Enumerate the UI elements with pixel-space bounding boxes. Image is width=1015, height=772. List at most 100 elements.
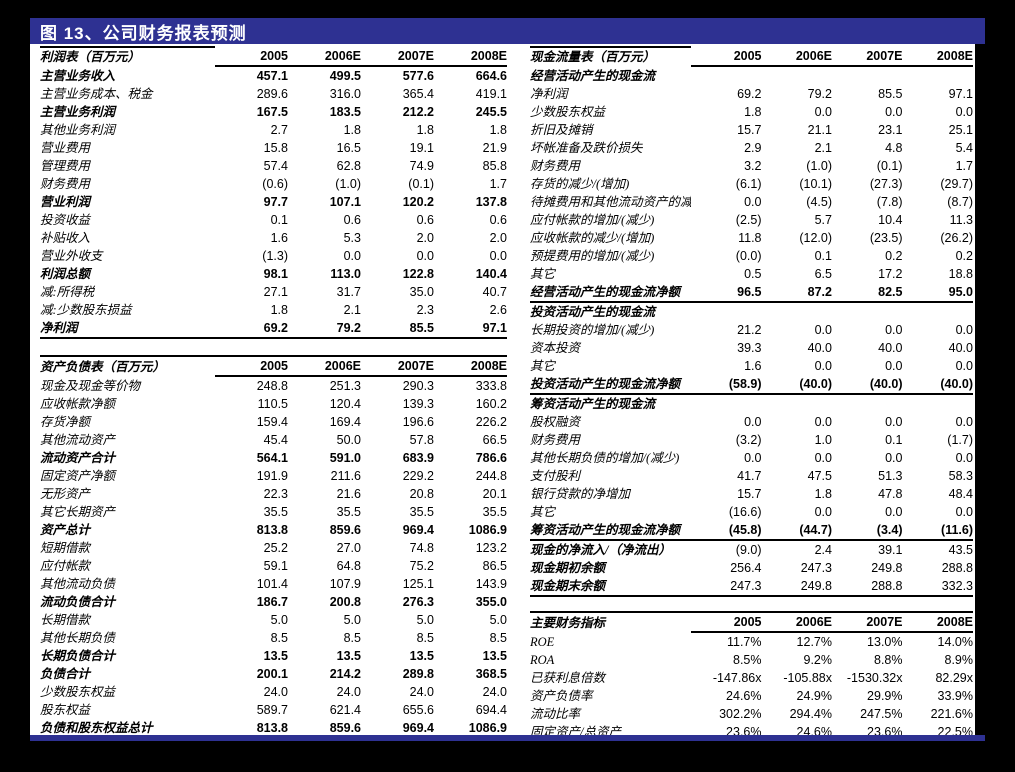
table-row: 待摊费用和其他流动资产的减少 0.0 (4.5) (7.8) (8.7): [530, 193, 973, 211]
cell-value: 859.6: [329, 523, 361, 537]
cell-value: 97.1: [434, 319, 507, 339]
cell-value: 15.7: [737, 487, 762, 501]
cell-value: 0.0: [814, 359, 832, 373]
figure-title-bar: 图 13、公司财务报表预测: [30, 18, 985, 44]
cell-value: 0.1: [270, 213, 288, 227]
cell-value: (29.7): [940, 177, 973, 191]
cell-value: 196.6: [402, 415, 434, 429]
cell-value: 1.8: [744, 105, 762, 119]
table-row: 财务费用 3.2 (1.0) (0.1) 1.7: [530, 157, 973, 175]
cell-value: 40.0: [878, 341, 903, 355]
cell-value: 249.8: [871, 561, 903, 575]
table-row: 现金及现金等价物 248.8 251.3 290.3 333.8: [40, 376, 507, 395]
row-label: 投资活动产生的现金流: [530, 305, 656, 319]
table-row: 长期投资的增加/(减少) 21.2 0.0 0.0 0.0: [530, 321, 973, 339]
table-row: 其它 (16.6) 0.0 0.0 0.0: [530, 503, 973, 521]
cell-value: 247.3: [800, 561, 832, 575]
cell-value: 859.6: [288, 719, 361, 739]
cell-value: 186.7: [256, 595, 288, 609]
cell-value: 365.4: [402, 87, 434, 101]
cell-value: (1.0): [806, 159, 832, 173]
cell-value: 251.3: [329, 379, 361, 393]
cell-value: 0.0: [814, 415, 832, 429]
cell-value: 85.5: [878, 87, 903, 101]
row-label: 现金期初余额: [530, 561, 606, 575]
cell-value: 226.2: [475, 415, 507, 429]
cell-value: 35.5: [409, 505, 434, 519]
cell-value: (23.5): [869, 231, 903, 245]
cell-value: 79.2: [807, 87, 832, 101]
table-row: 负债合计 200.1 214.2 289.8 368.5: [40, 665, 507, 683]
cell-value: 19.1: [409, 141, 434, 155]
table-row: 财务费用 (0.6) (1.0) (0.1) 1.7: [40, 175, 507, 193]
table-row: 营业外收支 (1.3) 0.0 0.0 0.0: [40, 247, 507, 265]
cell-value: [832, 66, 903, 85]
cell-value: 17.2: [878, 267, 903, 281]
cell-value: 20.8: [409, 487, 434, 501]
cell-value: 221.6%: [930, 707, 973, 721]
cell-value: 57.8: [409, 433, 434, 447]
cell-value: 110.5: [257, 397, 288, 411]
cell-value: 35.0: [409, 285, 434, 299]
cell-value: (0.0): [735, 249, 762, 263]
cell-value: 1.6: [270, 231, 288, 245]
cell-value: [903, 394, 974, 413]
cell-value: 29.9%: [867, 689, 903, 703]
table-row: 流动负债合计 186.7 200.8 276.3 355.0: [40, 593, 507, 611]
table-row: 减:少数股东损益 1.8 2.1 2.3 2.6: [40, 301, 507, 319]
cell-value: 41.7: [737, 469, 762, 483]
cell-value: [691, 66, 762, 85]
cell-value: 47.5: [807, 469, 832, 483]
cell-value: [903, 302, 974, 321]
row-label: 少数股东权益: [40, 685, 116, 699]
cell-value: 39.3: [737, 341, 762, 355]
cell-value: 0.0: [955, 105, 973, 119]
cell-value: 0.0: [885, 323, 903, 337]
cell-value: 211.6: [330, 469, 361, 483]
row-label: 资产负债率: [530, 689, 593, 703]
column-header: 2006E: [761, 47, 832, 67]
row-label: 流动比率: [530, 707, 581, 721]
row-label: 短期借款: [40, 541, 91, 555]
cell-value: 2.4: [814, 543, 832, 557]
cell-value: 48.4: [948, 487, 973, 501]
table-row: 折旧及摊销 15.7 21.1 23.1 25.1: [530, 121, 973, 139]
cell-value: 120.2: [402, 195, 434, 209]
cell-value: 0.0: [955, 359, 973, 373]
cell-value: 1.8: [489, 123, 507, 137]
row-label: 管理费用: [40, 159, 91, 173]
cell-value: (7.8): [876, 195, 903, 209]
cell-value: 1.8: [416, 123, 434, 137]
cell-value: [762, 302, 833, 321]
cell-value: 302.2%: [719, 707, 762, 721]
cell-value: (10.1): [799, 177, 832, 191]
row-label: 其它: [530, 505, 556, 519]
table-row: 资本投资 39.3 40.0 40.0 40.0: [530, 339, 973, 357]
cell-value: 18.8: [948, 267, 973, 281]
cell-value: 564.1: [256, 451, 288, 465]
cell-value: 95.0: [902, 283, 973, 303]
cell-value: 0.1: [885, 433, 903, 447]
row-label: 补贴收入: [40, 231, 91, 245]
cell-value: 1.7: [955, 159, 973, 173]
table-row: 少数股东权益 1.8 0.0 0.0 0.0: [530, 103, 973, 121]
cell-value: 20.1: [482, 487, 507, 501]
row-label: 应付帐款: [40, 559, 91, 573]
cell-value: 0.0: [814, 105, 832, 119]
table-row: 股权融资 0.0 0.0 0.0 0.0: [530, 413, 973, 431]
cell-value: 1.0: [814, 433, 832, 447]
row-label: 应收帐款的减少/(增加): [530, 231, 655, 245]
cell-value: -147.86x: [712, 671, 762, 685]
cell-value: [762, 66, 833, 85]
cell-value: 229.2: [402, 469, 434, 483]
column-header: 2008E: [902, 611, 973, 633]
row-label: 经营活动产生的现金流净额: [530, 283, 691, 303]
row-label: 现金及现金等价物: [40, 378, 141, 393]
table-row: 营业费用 15.8 16.5 19.1 21.9: [40, 139, 507, 157]
cell-value: 24.0: [409, 685, 434, 699]
cell-value: (0.1): [408, 177, 434, 191]
cell-value: 15.7: [737, 123, 762, 137]
cell-value: 288.8: [941, 561, 973, 575]
cell-value: 2.0: [489, 231, 507, 245]
table-header-row: 现金流量表（百万元） 2005 2006E 2007E 2008E: [530, 46, 973, 67]
